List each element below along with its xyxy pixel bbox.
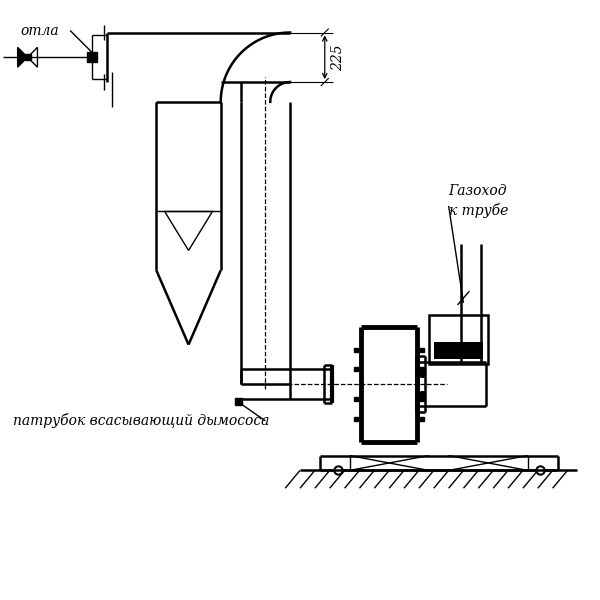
Text: отла: отла <box>20 23 59 38</box>
Text: Газоход
к трубе: Газоход к трубе <box>449 184 508 218</box>
Polygon shape <box>87 52 97 62</box>
Text: 225: 225 <box>331 44 345 71</box>
Bar <box>434 341 483 359</box>
Polygon shape <box>28 47 37 67</box>
Polygon shape <box>17 47 28 67</box>
Bar <box>429 315 488 364</box>
Polygon shape <box>235 398 242 405</box>
Text: патрубок всасывающий дымососа: патрубок всасывающий дымососа <box>13 413 269 428</box>
Polygon shape <box>25 54 31 60</box>
